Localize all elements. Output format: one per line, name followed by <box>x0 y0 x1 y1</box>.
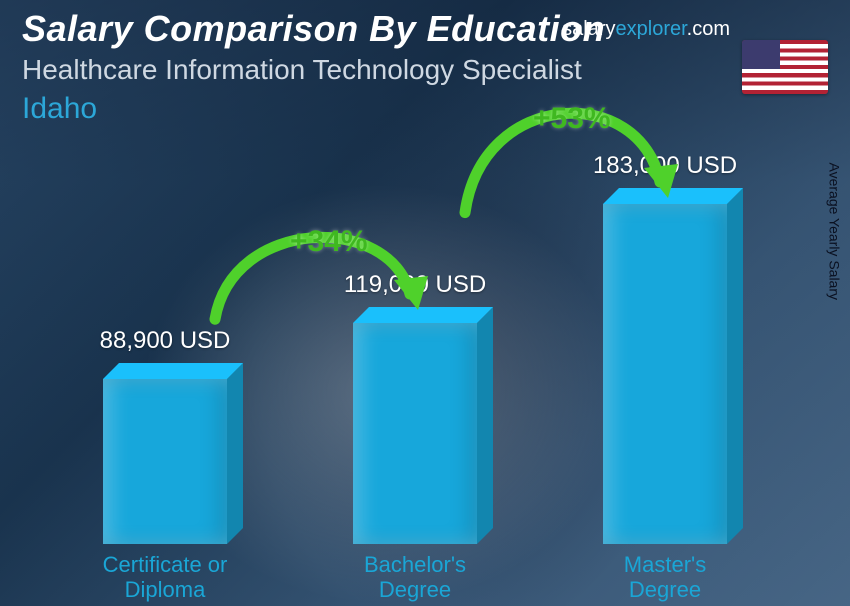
increase-arc <box>445 80 695 250</box>
bar-value-label: 119,000 USD <box>315 271 515 299</box>
bar-top <box>103 363 243 379</box>
bar-side <box>227 363 243 544</box>
flag-canton <box>742 40 780 69</box>
brand-suffix: explorer <box>616 18 687 40</box>
page-subtitle: Healthcare Information Technology Specia… <box>22 54 582 86</box>
bar-side <box>477 307 493 544</box>
page-region: Idaho <box>22 92 97 126</box>
bar-category-label: Bachelor'sDegree <box>315 552 515 603</box>
bar-front <box>603 204 727 544</box>
increase-arc <box>195 210 445 350</box>
arc-arrow-icon <box>445 80 695 250</box>
bar-category-label: Master'sDegree <box>565 552 765 603</box>
bar-value-label: 88,900 USD <box>65 327 265 355</box>
brand-wordmark: salaryexplorer.com <box>562 18 730 41</box>
bar-front <box>103 379 227 544</box>
increase-percent-label: +34% <box>290 225 368 259</box>
country-flag-icon <box>742 40 828 94</box>
bar <box>603 204 727 544</box>
page-title: Salary Comparison By Education <box>22 8 605 50</box>
background-overlay <box>0 0 850 606</box>
bar-top <box>603 188 743 204</box>
bar-value-label: 183,000 USD <box>565 152 765 180</box>
bar <box>353 323 477 544</box>
bar-chart: 88,900 USDCertificate orDiploma119,000 U… <box>55 170 790 544</box>
bar-category-label: Certificate orDiploma <box>65 552 265 603</box>
y-axis-label: Average Yearly Salary <box>826 163 842 301</box>
infographic-canvas: Salary Comparison By Education Healthcar… <box>0 0 850 606</box>
bar <box>103 379 227 544</box>
brand-prefix: salary <box>562 18 615 40</box>
bar-front <box>353 323 477 544</box>
brand-tld: .com <box>687 18 730 40</box>
bar-top <box>353 307 493 323</box>
bar-side <box>727 188 743 544</box>
increase-percent-label: +53% <box>533 102 611 136</box>
arc-arrow-icon <box>195 210 445 350</box>
